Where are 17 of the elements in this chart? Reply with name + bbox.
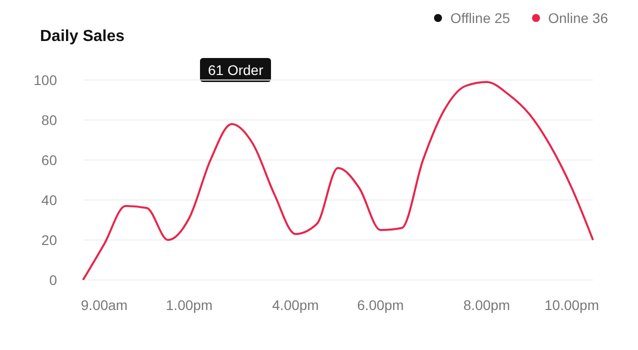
x-tick-label: 10.00pm bbox=[544, 296, 599, 313]
y-tick-label: 0 bbox=[49, 272, 58, 288]
y-tick-label: 100 bbox=[34, 72, 58, 88]
text: 61 Order bbox=[200, 58, 272, 82]
chart-title: Daily Sales bbox=[40, 28, 124, 46]
y-tick-label: 80 bbox=[41, 112, 58, 128]
legend-label: Offline 25 bbox=[450, 10, 510, 26]
x-tick-label: 8.00pm bbox=[463, 296, 510, 313]
line-series bbox=[82, 81, 594, 280]
x-tick-label: 4.00pm bbox=[272, 296, 319, 313]
y-tick-label: 40 bbox=[41, 192, 58, 208]
y-tick-label: 20 bbox=[41, 232, 58, 248]
x-tick-label: 9.00am bbox=[80, 296, 128, 313]
x-tick-label: 1.00pm bbox=[166, 296, 213, 313]
y-tick-label: 60 bbox=[41, 152, 58, 168]
x-tick-label: 6.00pm bbox=[357, 296, 404, 313]
legend-label: Online 36 bbox=[548, 10, 608, 26]
